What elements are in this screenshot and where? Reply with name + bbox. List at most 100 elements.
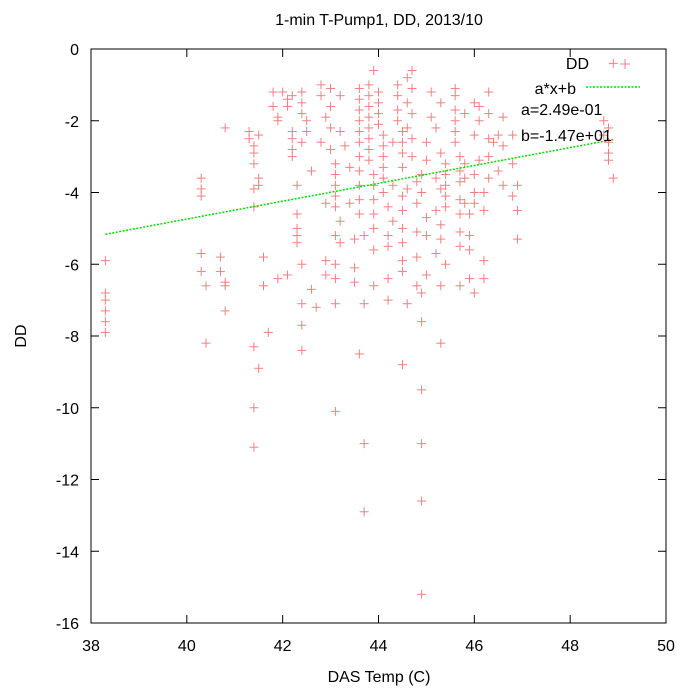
data-point <box>421 270 431 280</box>
data-point <box>407 66 417 76</box>
data-point <box>100 317 110 327</box>
data-point <box>397 360 407 370</box>
data-point <box>465 231 475 241</box>
data-point <box>397 205 407 215</box>
data-point <box>455 177 465 187</box>
x-tick-label: 42 <box>274 638 292 655</box>
data-point <box>436 338 446 348</box>
data-point <box>407 134 417 144</box>
data-point <box>316 80 326 90</box>
y-tick-label: 0 <box>70 42 79 59</box>
data-point <box>249 184 259 194</box>
data-point <box>297 87 307 97</box>
data-point <box>436 148 446 158</box>
data-point <box>297 320 307 330</box>
data-point <box>474 116 484 126</box>
data-point <box>249 442 259 452</box>
data-point <box>484 109 494 119</box>
data-point <box>493 130 503 140</box>
data-point <box>369 245 379 255</box>
data-point <box>484 152 494 162</box>
x-tick-label: 50 <box>657 638 675 655</box>
data-point <box>330 180 340 190</box>
data-point <box>441 259 451 269</box>
data-point <box>196 248 206 258</box>
data-point <box>201 281 211 291</box>
data-point <box>484 87 494 97</box>
data-point <box>354 195 364 205</box>
data-point <box>417 317 427 327</box>
data-point <box>402 73 412 83</box>
data-point <box>455 281 465 291</box>
data-point <box>278 87 288 97</box>
data-point <box>498 112 508 122</box>
data-point <box>469 198 479 208</box>
data-point <box>326 101 336 111</box>
data-point <box>479 205 489 215</box>
data-point <box>359 231 369 241</box>
x-tick-label: 46 <box>465 638 483 655</box>
data-point <box>393 80 403 90</box>
data-point <box>393 105 403 115</box>
data-point <box>330 170 340 180</box>
data-point <box>311 302 321 312</box>
data-point <box>412 177 422 187</box>
data-point <box>364 144 374 154</box>
data-point <box>393 91 403 101</box>
data-point <box>479 188 489 197</box>
data-point <box>397 137 407 147</box>
data-point <box>350 277 360 287</box>
data-point <box>364 80 374 90</box>
data-point <box>383 202 393 212</box>
data-point <box>354 127 364 137</box>
legend-marker-dd <box>620 59 630 69</box>
data-point <box>402 184 412 194</box>
data-point <box>364 134 374 144</box>
data-point <box>604 123 613 133</box>
data-point <box>292 238 302 248</box>
data-point <box>326 83 336 93</box>
data-point <box>326 123 336 133</box>
data-point <box>407 109 417 119</box>
data-point <box>436 220 446 230</box>
data-point <box>417 385 427 395</box>
data-point <box>249 159 259 169</box>
data-point <box>330 231 340 241</box>
data-point <box>249 342 259 352</box>
data-point <box>292 209 302 219</box>
data-point <box>469 288 479 298</box>
data-point <box>196 173 206 183</box>
data-point <box>335 238 345 248</box>
data-point <box>484 134 494 144</box>
data-point <box>469 188 479 197</box>
data-point <box>402 299 412 309</box>
data-point <box>397 266 407 276</box>
data-point <box>489 137 498 147</box>
data-point <box>297 345 307 355</box>
data-point <box>364 123 374 133</box>
annotation-a: a=2.49e-01 <box>521 102 603 119</box>
data-point <box>436 281 446 291</box>
data-point <box>412 281 422 291</box>
data-point <box>330 274 340 284</box>
data-point <box>196 266 206 276</box>
data-point <box>306 166 316 176</box>
data-point <box>441 180 451 190</box>
data-point <box>215 266 225 276</box>
legend-label-fit: a*x+b <box>535 81 576 98</box>
y-tick-label: -8 <box>65 329 79 346</box>
legend-label-dd: DD <box>566 56 589 73</box>
data-point <box>369 209 379 219</box>
data-point <box>436 98 446 108</box>
data-point <box>297 259 307 269</box>
data-point <box>254 180 264 190</box>
data-point <box>417 188 427 197</box>
data-point <box>374 109 383 119</box>
data-point <box>273 274 283 284</box>
data-point <box>402 98 412 108</box>
x-tick-label: 38 <box>82 638 100 655</box>
data-point <box>330 191 340 201</box>
data-point <box>297 137 307 147</box>
data-point <box>469 130 479 140</box>
